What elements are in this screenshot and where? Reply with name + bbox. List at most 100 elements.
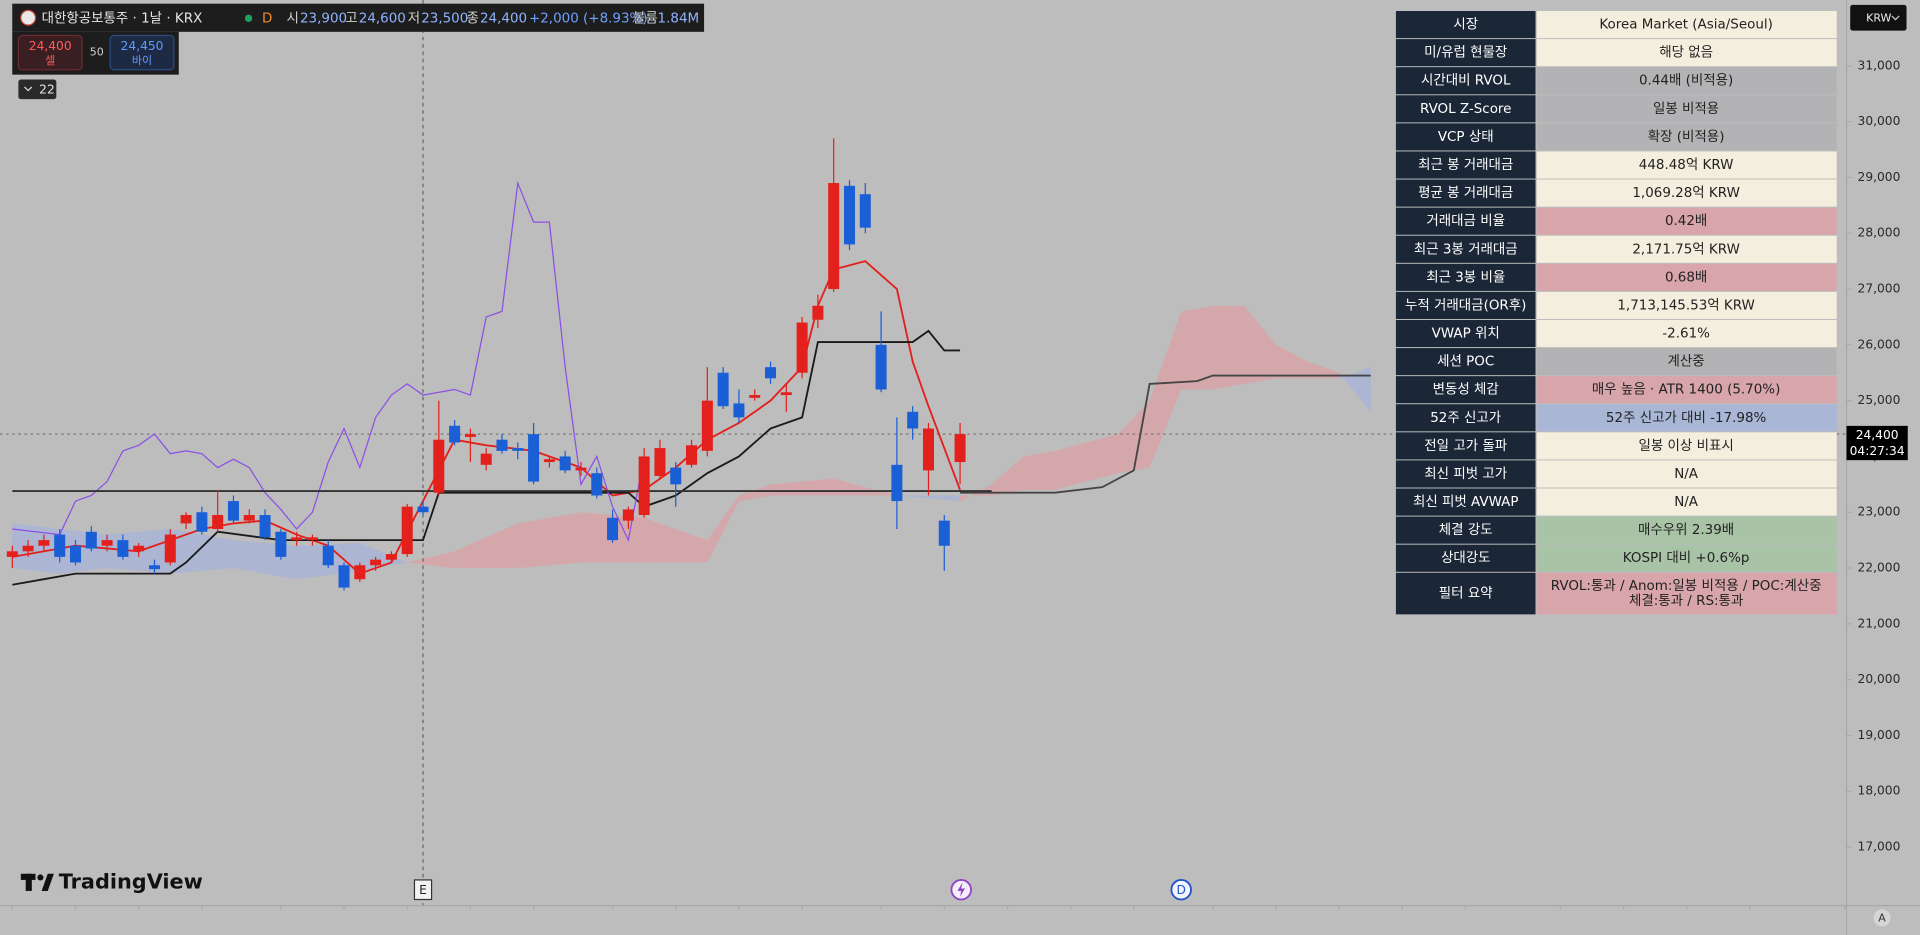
table-key: 최근 봉 거래대금 bbox=[1418, 157, 1513, 173]
y-tick-label: 21,000 bbox=[1858, 616, 1901, 630]
buy-button[interactable] bbox=[109, 34, 175, 71]
table-key: 평균 봉 거래대금 bbox=[1418, 185, 1513, 201]
table-value-cell bbox=[1536, 516, 1837, 544]
cloud-segment bbox=[12, 523, 60, 574]
currency: KRW bbox=[1866, 11, 1891, 24]
table-value: 계산중 bbox=[1668, 354, 1705, 370]
volume: 1.84M bbox=[658, 11, 700, 26]
indicator-count: 22 bbox=[39, 82, 55, 96]
y-tick-label: 20,000 bbox=[1858, 672, 1901, 686]
cloud-segment bbox=[991, 456, 1024, 496]
table-key: 세션 POC bbox=[1437, 354, 1494, 370]
table-value: 0.42배 bbox=[1665, 213, 1707, 229]
table-key: 변동성 체감 bbox=[1433, 382, 1499, 398]
table-value: 448.48억 KRW bbox=[1639, 157, 1734, 173]
ohlc-label: 시 bbox=[287, 11, 299, 26]
y-tick-label: 25,000 bbox=[1858, 393, 1901, 407]
symbol-logo bbox=[20, 9, 37, 26]
candle-body bbox=[22, 545, 34, 552]
table-key-cell bbox=[1395, 179, 1536, 207]
event-marker[interactable]: D bbox=[1170, 879, 1192, 901]
candle-body bbox=[922, 428, 934, 471]
table-key-cell bbox=[1395, 516, 1536, 544]
table-key-cell bbox=[1395, 39, 1536, 67]
sell-label: 셀 bbox=[45, 54, 55, 67]
table-value: 2,171.75억 KRW bbox=[1632, 241, 1740, 257]
y-tick-label: 17,000 bbox=[1858, 840, 1901, 854]
spread: 50 bbox=[90, 46, 104, 59]
table-key-cell bbox=[1395, 404, 1536, 432]
table-value: 1,069.28억 KRW bbox=[1632, 185, 1740, 201]
table-value-cell bbox=[1536, 39, 1837, 67]
sell-button[interactable] bbox=[17, 34, 83, 71]
cloud-segment bbox=[59, 528, 108, 574]
table-value-cell bbox=[1536, 376, 1837, 404]
indicator-toggle[interactable] bbox=[18, 79, 57, 100]
cloud-segment bbox=[1275, 344, 1308, 379]
table-value: Korea Market (Asia/Seoul) bbox=[1599, 18, 1773, 33]
table-key-cell bbox=[1395, 488, 1536, 516]
y-tick-label: 22,000 bbox=[1858, 561, 1901, 575]
table-value-cell bbox=[1536, 151, 1837, 179]
cloud-segment bbox=[1181, 305, 1213, 390]
y-tick-label: 26,000 bbox=[1858, 337, 1901, 351]
y-tick-label: 23,000 bbox=[1858, 505, 1901, 519]
table-key: 시장 bbox=[1453, 17, 1478, 33]
y-tick-label: 30,000 bbox=[1858, 114, 1901, 128]
scale-mode-button[interactable] bbox=[1873, 909, 1891, 927]
ohlc-value: 24,400 bbox=[480, 11, 527, 26]
candle-body bbox=[354, 565, 366, 580]
candle-body bbox=[306, 537, 318, 541]
candle-body bbox=[322, 545, 334, 566]
table-key-cell bbox=[1395, 376, 1536, 404]
cloud-segment bbox=[644, 517, 708, 563]
candle-body bbox=[6, 551, 18, 557]
table-key-cell bbox=[1395, 544, 1536, 572]
table-key-cell bbox=[1395, 460, 1536, 488]
y-tick-label: 31,000 bbox=[1858, 58, 1901, 72]
table-value: 1,713,145.53억 KRW bbox=[1617, 297, 1754, 313]
candle-body bbox=[196, 512, 208, 532]
table-key: 최신 피벗 AVWAP bbox=[1413, 494, 1519, 510]
candle-body bbox=[528, 434, 540, 482]
cloud-segment bbox=[738, 484, 771, 502]
scale-mode: A bbox=[1878, 911, 1886, 924]
candle-body bbox=[117, 540, 129, 557]
candle-body bbox=[291, 537, 303, 541]
event-marker[interactable]: E bbox=[413, 879, 433, 901]
table-value-cell bbox=[1536, 432, 1837, 460]
table-key: 전일 고가 돌파 bbox=[1424, 438, 1507, 454]
candle-body bbox=[417, 506, 429, 513]
y-tick-label: 28,000 bbox=[1858, 226, 1901, 240]
candle-body bbox=[338, 565, 350, 588]
ohlc-value: 24,600 bbox=[359, 11, 406, 26]
status-table: 시장 Korea Market (Asia/Seoul) 미/유럽 현물장 해당 없음… bbox=[1395, 11, 1837, 615]
symbol[interactable]: 대한항공보통주 · 1날 · KRX bbox=[42, 10, 203, 26]
table-value: 체결:통과 / RS:통과 bbox=[1629, 593, 1743, 609]
candle-body bbox=[385, 554, 397, 560]
table-key-cell bbox=[1395, 11, 1536, 39]
currency-button[interactable] bbox=[1850, 4, 1907, 31]
table-value: 일봉 비적용 bbox=[1653, 101, 1719, 117]
sell-price: 24,400 bbox=[29, 39, 72, 53]
candle-body bbox=[701, 400, 713, 451]
cloud-segment bbox=[1149, 311, 1182, 468]
plot-area bbox=[0, 0, 1847, 906]
candle-body bbox=[828, 183, 840, 290]
candle-body bbox=[733, 403, 745, 418]
candle-body bbox=[133, 545, 145, 552]
candle-body bbox=[164, 534, 176, 563]
table-value-cell bbox=[1536, 291, 1837, 319]
table-value-cell bbox=[1536, 572, 1837, 615]
ohlc-label: 저 bbox=[408, 10, 420, 26]
table-key-cell bbox=[1395, 572, 1536, 615]
table-key-cell bbox=[1395, 319, 1536, 348]
candle-body bbox=[875, 344, 887, 390]
table-key-cell bbox=[1395, 123, 1536, 151]
candle-body bbox=[543, 459, 555, 463]
cloud-segment bbox=[1212, 305, 1245, 390]
candle-body bbox=[607, 517, 619, 541]
candle-body bbox=[38, 540, 50, 546]
table-key-cell bbox=[1395, 95, 1536, 123]
